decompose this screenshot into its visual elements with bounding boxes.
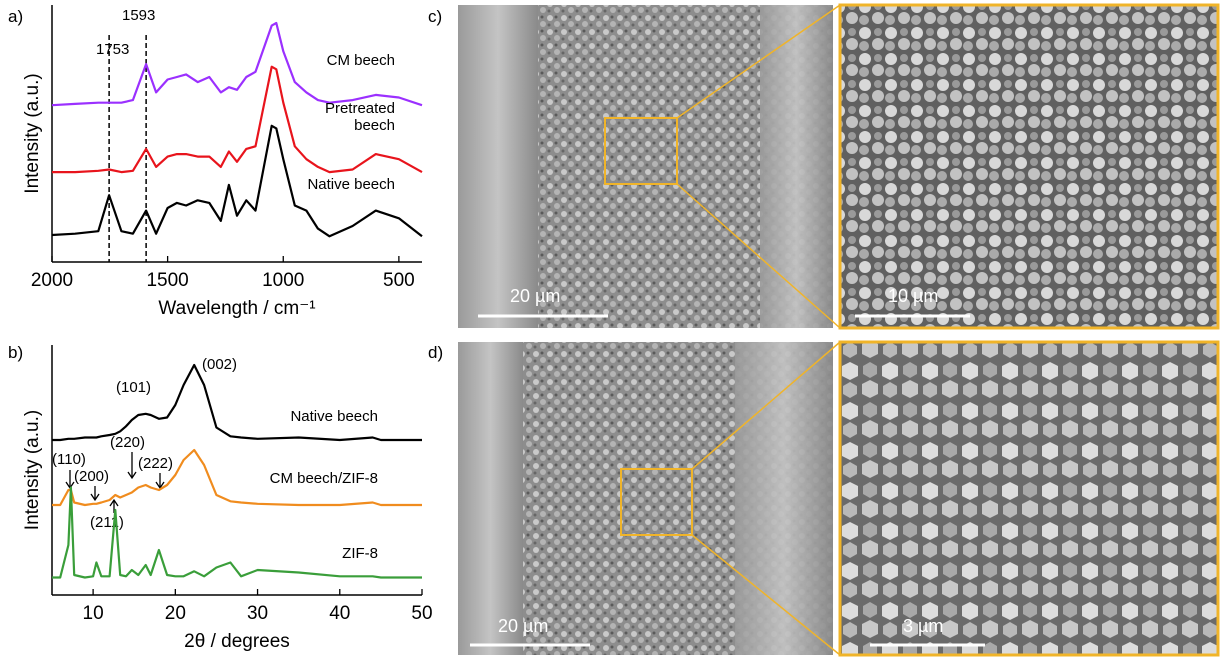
x-tick-label: 1000 bbox=[262, 270, 304, 291]
sem-image-c: 20 µm bbox=[458, 5, 840, 328]
figure: a) b) c) d) 20 µm 10 µm 20 µm 3 µm (101)… bbox=[0, 0, 1222, 659]
scale-bar-label: 20 µm bbox=[498, 616, 548, 636]
series-label: Pretreated beech bbox=[290, 100, 418, 140]
panel-label: a) bbox=[8, 7, 23, 26]
peak-label: (101) bbox=[116, 379, 151, 396]
series-name: ZIF-8 bbox=[250, 545, 378, 562]
sem-zoom-d: 3 µm bbox=[840, 342, 1218, 655]
x-tick-label: 2000 bbox=[31, 270, 73, 291]
panel-label: d) bbox=[428, 343, 443, 362]
peak-label: (110) bbox=[52, 451, 86, 468]
x-tick-label: 20 bbox=[165, 603, 186, 624]
series-label: Native beech bbox=[250, 408, 378, 448]
series-label: CM beech bbox=[290, 52, 418, 92]
x-axis-label: 2θ / degrees bbox=[184, 631, 290, 652]
series-name: CM beech bbox=[290, 52, 395, 69]
peak-label: (222) bbox=[138, 455, 173, 472]
y-axis-label: Intensity (a.u.) bbox=[22, 410, 43, 530]
x-tick-label: 10 bbox=[83, 603, 104, 624]
scale-bar-label: 20 µm bbox=[510, 286, 560, 306]
scale-bar-label: 10 µm bbox=[888, 286, 938, 306]
peak-label: (211) bbox=[90, 514, 124, 531]
marker-label: 1753 bbox=[96, 41, 129, 58]
x-tick-label: 500 bbox=[383, 270, 415, 291]
sem-zoom-c: 10 µm bbox=[840, 5, 1218, 328]
series-name: Native beech bbox=[290, 176, 395, 193]
peak-label: (002) bbox=[202, 356, 237, 373]
x-tick-label: 30 bbox=[247, 603, 268, 624]
series-label: ZIF-8 bbox=[250, 545, 378, 585]
marker-label: 1593 bbox=[122, 7, 155, 24]
peak-label: (200) bbox=[74, 468, 109, 485]
peak-label: (220) bbox=[110, 434, 145, 451]
series-name: Pretreated beech bbox=[290, 100, 395, 134]
x-tick-label: 1500 bbox=[146, 270, 188, 291]
panel-label: b) bbox=[8, 343, 23, 362]
panel-label: c) bbox=[428, 7, 442, 26]
y-axis-label: Intensity (a.u.) bbox=[22, 73, 43, 193]
x-axis-label: Wavelength / cm⁻¹ bbox=[158, 298, 315, 319]
scale-bar-label: 3 µm bbox=[903, 616, 943, 636]
series-label: Native beech bbox=[290, 176, 418, 216]
x-tick-label: 50 bbox=[411, 603, 432, 624]
series-label: CM beech/ZIF-8 bbox=[250, 470, 378, 510]
x-tick-label: 40 bbox=[329, 603, 350, 624]
sem-image-d: 20 µm bbox=[458, 342, 840, 655]
series-name: Native beech bbox=[250, 408, 378, 425]
series-name: CM beech/ZIF-8 bbox=[250, 470, 378, 487]
